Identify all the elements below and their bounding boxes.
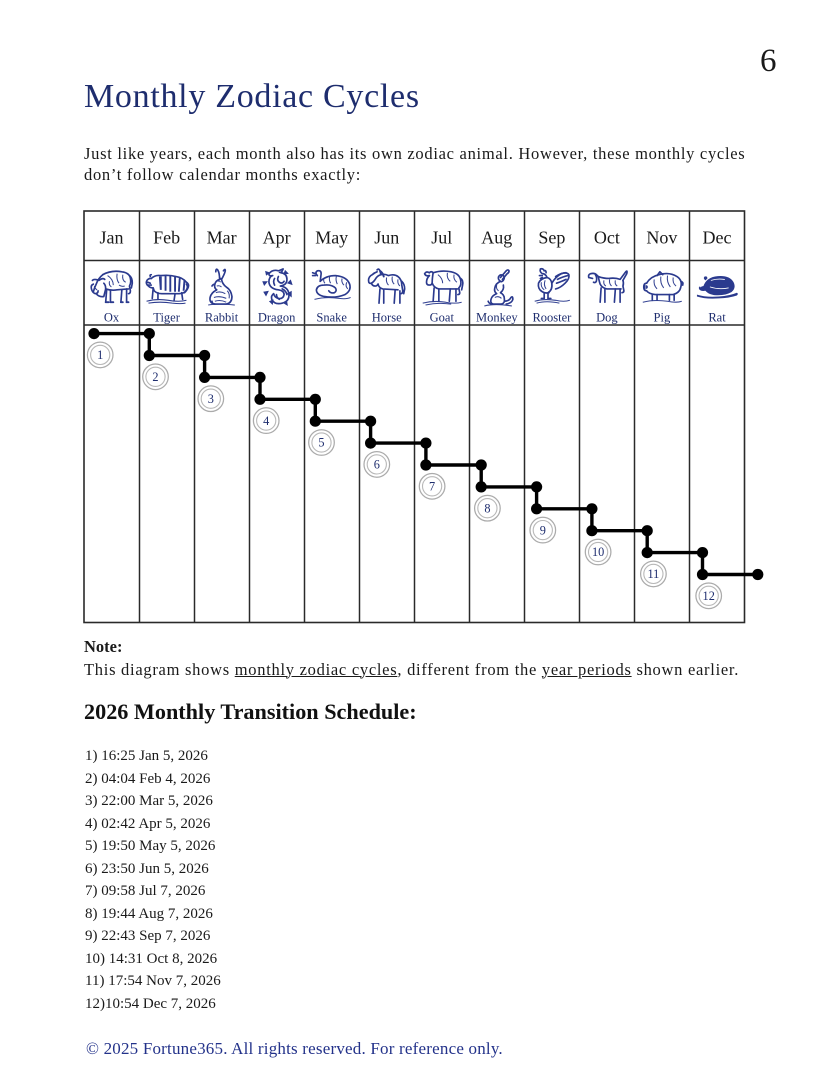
svg-text:12: 12	[703, 589, 715, 603]
svg-text:2: 2	[152, 370, 158, 384]
svg-text:4: 4	[263, 414, 269, 428]
svg-text:Tiger: Tiger	[153, 311, 180, 325]
svg-text:Horse: Horse	[372, 311, 402, 325]
svg-text:Mar: Mar	[207, 228, 237, 248]
svg-text:Jan: Jan	[100, 228, 124, 248]
svg-text:5: 5	[318, 436, 324, 450]
svg-text:May: May	[315, 228, 348, 248]
svg-text:Apr: Apr	[263, 228, 291, 248]
svg-text:Dragon: Dragon	[258, 311, 296, 325]
svg-text:7: 7	[429, 480, 435, 494]
svg-text:Jun: Jun	[374, 228, 399, 248]
svg-text:Rabbit: Rabbit	[205, 311, 239, 325]
svg-text:Nov: Nov	[646, 228, 677, 248]
svg-text:Monkey: Monkey	[476, 311, 518, 325]
svg-text:Dec: Dec	[703, 228, 732, 248]
svg-text:Jul: Jul	[431, 228, 452, 248]
svg-text:Pig: Pig	[654, 311, 671, 325]
svg-text:8: 8	[484, 501, 490, 515]
svg-text:Dog: Dog	[596, 311, 618, 325]
svg-text:6: 6	[374, 458, 380, 472]
svg-text:Sep: Sep	[538, 228, 565, 248]
svg-text:Rooster: Rooster	[532, 311, 572, 325]
svg-text:Feb: Feb	[153, 228, 180, 248]
svg-text:9: 9	[540, 523, 546, 537]
svg-text:10: 10	[592, 545, 604, 559]
svg-text:Ox: Ox	[104, 311, 120, 325]
svg-text:11: 11	[647, 567, 659, 581]
svg-text:3: 3	[208, 392, 214, 406]
svg-text:Oct: Oct	[594, 228, 620, 248]
svg-text:Rat: Rat	[708, 311, 726, 325]
svg-text:Aug: Aug	[481, 228, 512, 248]
svg-text:1: 1	[97, 348, 103, 362]
svg-text:Goat: Goat	[430, 311, 455, 325]
svg-text:Snake: Snake	[316, 311, 347, 325]
